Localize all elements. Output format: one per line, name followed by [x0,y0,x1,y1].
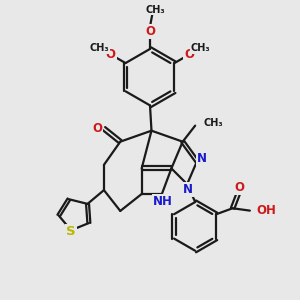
Text: N: N [197,152,207,165]
Text: O: O [234,181,244,194]
Text: O: O [184,48,194,61]
Text: S: S [66,225,76,238]
Text: O: O [106,48,116,61]
Text: CH₃: CH₃ [203,118,223,128]
Text: CH₃: CH₃ [191,43,211,53]
Text: NH: NH [152,195,172,208]
Text: N: N [183,183,193,196]
Text: OH: OH [256,204,276,217]
Text: O: O [145,25,155,38]
Text: CH₃: CH₃ [89,43,109,53]
Text: O: O [92,122,102,134]
Text: CH₃: CH₃ [146,5,165,15]
